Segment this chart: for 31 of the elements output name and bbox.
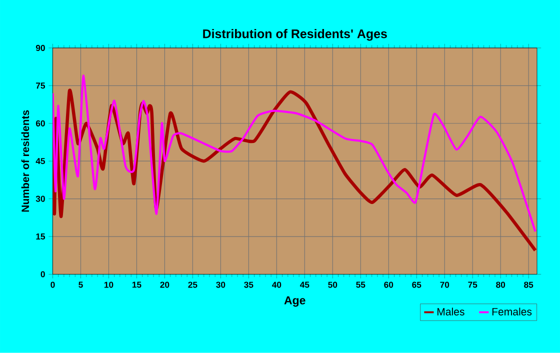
x-tick-label: 75 <box>468 282 478 288</box>
x-tick-label: 35 <box>244 282 254 288</box>
x-axis-title: Age <box>284 296 306 307</box>
x-tick-label: 10 <box>104 282 114 288</box>
x-tick-label: 30 <box>216 282 226 288</box>
legend-label: Females <box>492 308 532 316</box>
y-tick-label: 15 <box>36 234 46 240</box>
x-tick-label: 5 <box>78 282 83 288</box>
x-tick-label: 20 <box>160 282 170 288</box>
x-tick-label: 80 <box>496 282 506 288</box>
legend-label: Males <box>437 308 464 316</box>
x-tick-label: 45 <box>300 282 310 288</box>
y-tick-label: 0 <box>40 271 45 278</box>
y-tick-label: 30 <box>36 196 45 202</box>
y-tick-label: 45 <box>36 158 46 164</box>
y-tick-label: 60 <box>36 120 45 127</box>
y-tick-label: 90 <box>36 44 45 52</box>
y-axis-title: Number of residents <box>21 110 30 212</box>
x-tick-label: 0 <box>50 282 55 288</box>
x-tick-label: 40 <box>272 282 282 288</box>
chart-title: Distribution of Residents' Ages <box>203 29 387 41</box>
x-tick-label: 70 <box>440 282 450 288</box>
x-tick-label: 25 <box>188 282 198 288</box>
line-series <box>52 74 536 233</box>
x-tick-label: 50 <box>328 282 338 288</box>
x-tick-label: 15 <box>132 282 142 288</box>
x-tick-label: 55 <box>356 282 366 288</box>
x-tick-label: 60 <box>384 282 394 288</box>
x-tick-label: 65 <box>412 282 422 288</box>
y-tick-label: 75 <box>36 82 46 89</box>
x-tick-label: 85 <box>524 282 534 288</box>
